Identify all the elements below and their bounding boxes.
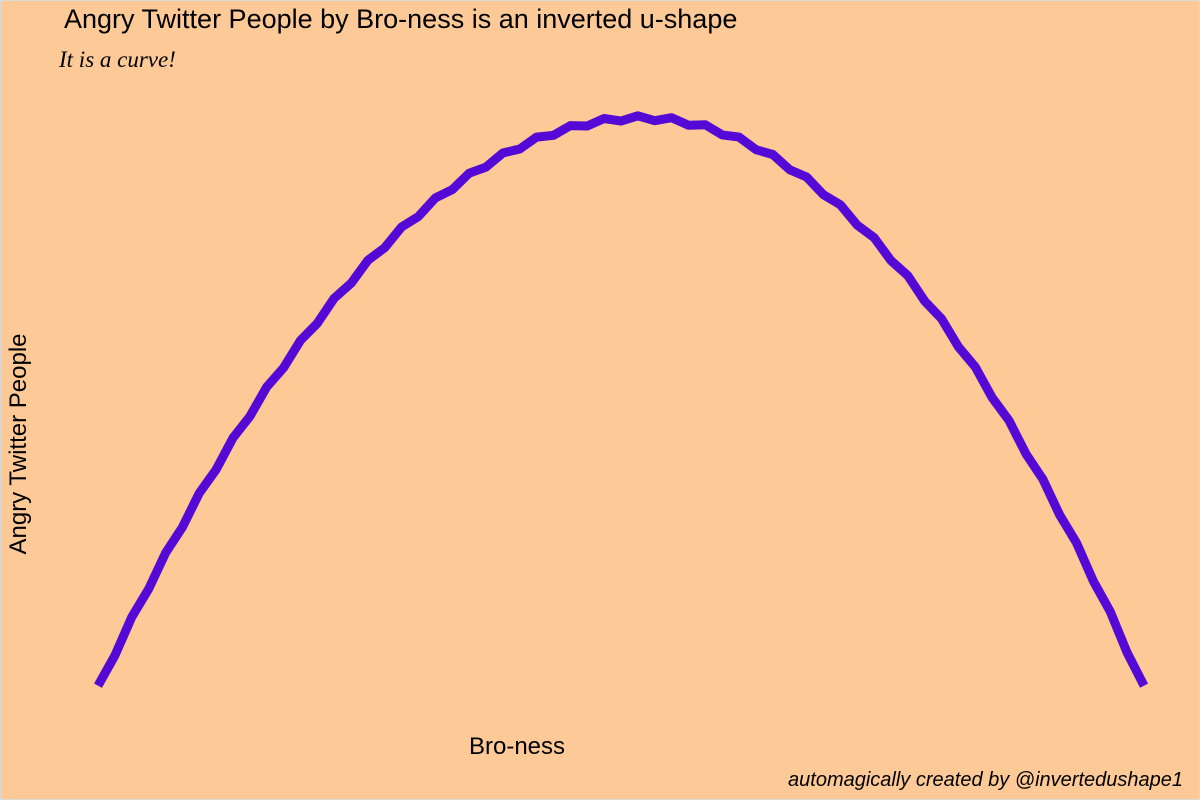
series-line — [94, 111, 1149, 688]
chart-subtitle: It is a curve! — [59, 47, 176, 72]
chart-title: Angry Twitter People by Bro-ness is an i… — [64, 4, 738, 34]
chart-caption: automagically created by @invertedushape… — [788, 769, 1183, 791]
y-axis-label: Angry Twitter People — [5, 333, 32, 555]
x-axis-label: Bro-ness — [468, 733, 566, 760]
